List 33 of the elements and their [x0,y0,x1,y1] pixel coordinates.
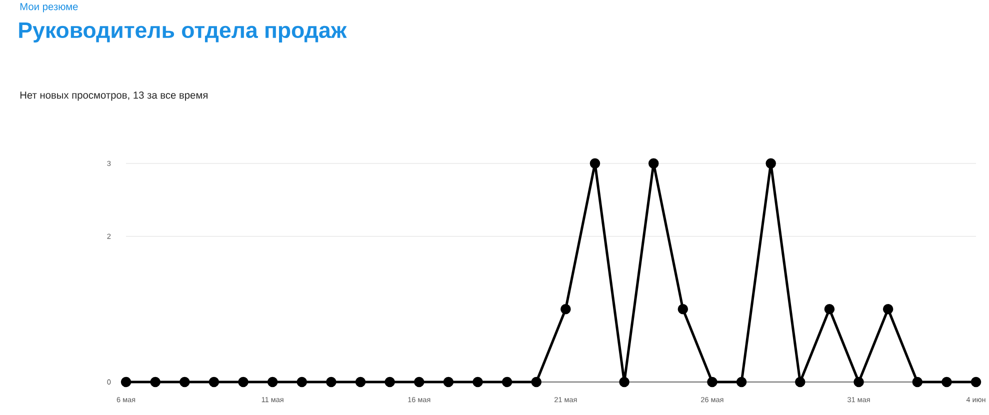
point [619,376,630,388]
point [560,304,571,314]
point [180,376,190,388]
point [531,376,542,388]
chart-subtitle: Нет новых просмотров, 13 за все время [20,92,208,101]
point [502,376,512,388]
point [238,376,248,388]
text: Мои резюме [20,3,78,12]
point [590,158,600,169]
point [208,376,220,388]
point [648,158,659,169]
point [824,304,835,314]
chart-title: Руководитель отдела продаж [19,22,347,43]
point [355,376,366,388]
point [120,376,132,388]
point [736,376,747,388]
point [296,376,308,388]
point [443,376,454,388]
point [795,376,806,388]
point [882,304,894,314]
point [942,376,952,388]
point [854,376,864,388]
point [766,158,776,169]
point [384,376,395,388]
point [267,376,278,388]
point [414,376,424,388]
point [912,376,923,388]
point [472,376,483,388]
point [150,376,160,388]
point [326,376,336,388]
point [678,304,688,314]
point [707,376,718,388]
point [970,376,982,388]
